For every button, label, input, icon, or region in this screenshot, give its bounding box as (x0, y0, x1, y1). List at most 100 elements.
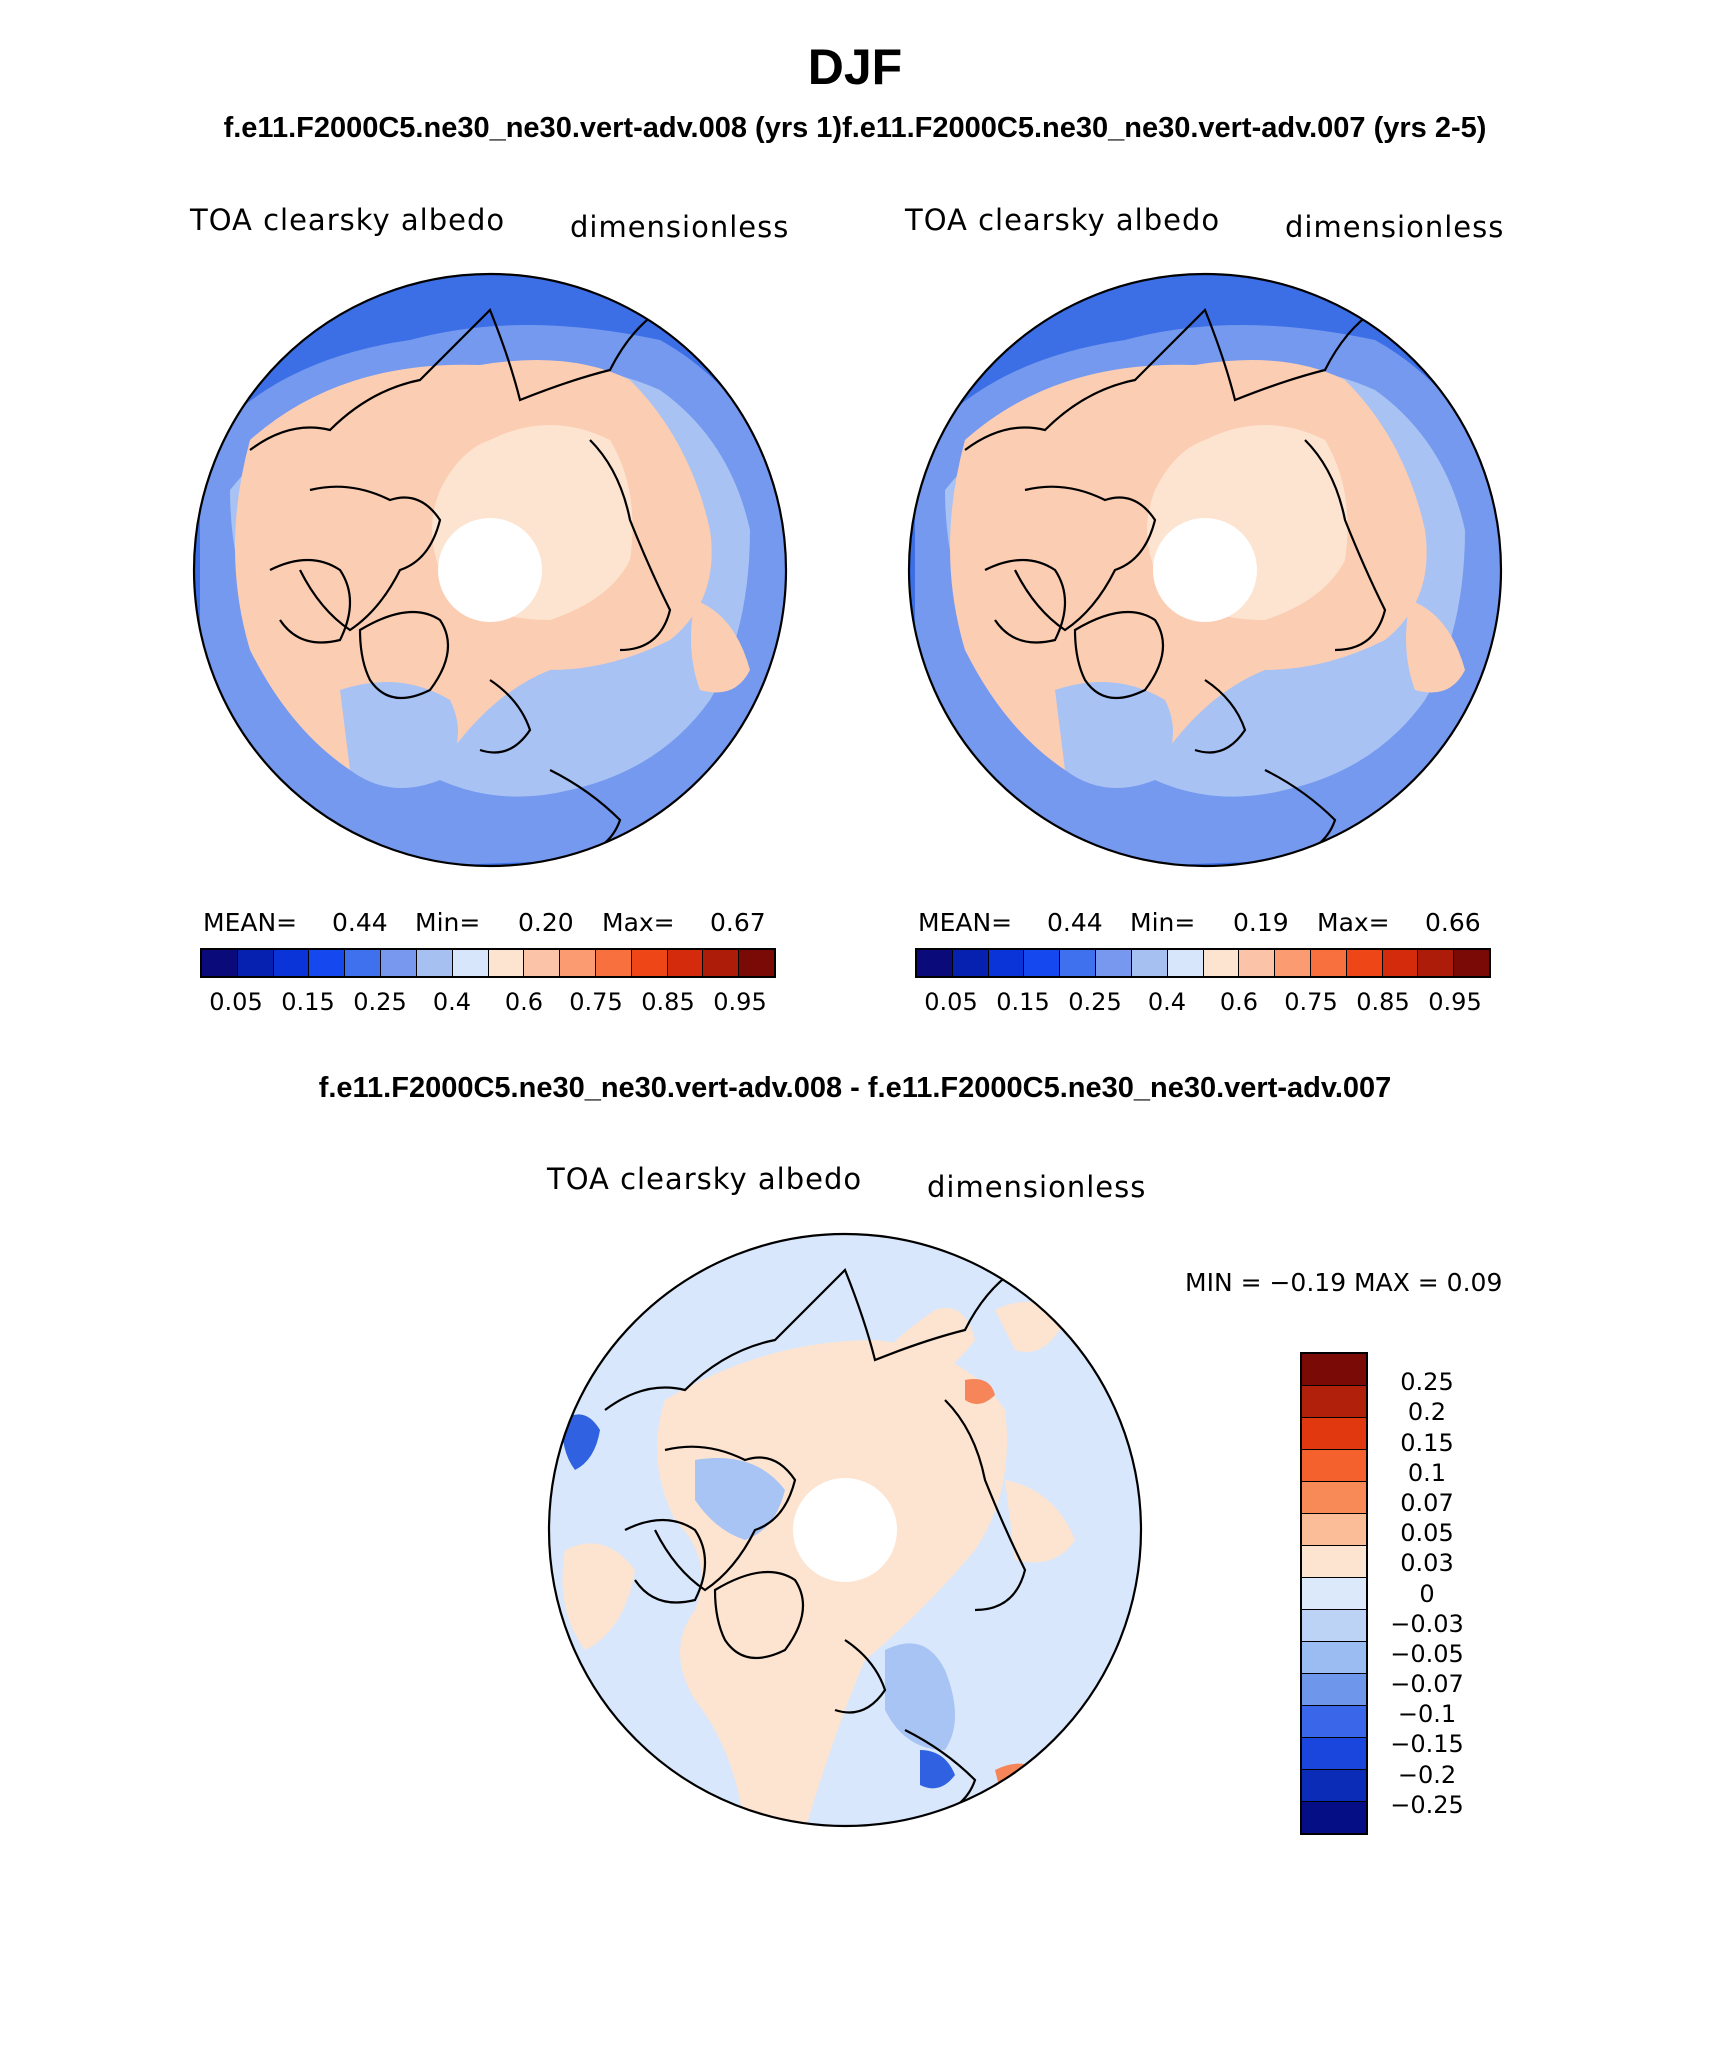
page-title: DJF (807, 39, 903, 95)
colorbar-swatch (702, 950, 739, 976)
map-region-c-land (691, 600, 750, 693)
panel1-colorbar (200, 948, 776, 978)
panel1-polar-map (192, 272, 788, 868)
panel2-variable-label: TOA clearsky albedo (905, 203, 1221, 237)
colorbar-swatch (1381, 950, 1418, 976)
diff-colorbar-swatch (1302, 1513, 1366, 1545)
diff-colorbar-swatch (1302, 1705, 1366, 1737)
diff-colorbar-tick-label: 0.1 (1407, 1458, 1447, 1487)
diff-colorbar-swatch (1302, 1385, 1366, 1417)
diff-colorbar-tick-label: −0.05 (1390, 1639, 1464, 1668)
colorbar-swatch (380, 950, 416, 976)
colorbar-swatch (1274, 950, 1310, 976)
diff-units-label: dimensionless (927, 1170, 1147, 1204)
colorbar-swatch (1417, 950, 1454, 976)
colorbar-swatch (1059, 950, 1096, 976)
colorbar-swatch (630, 950, 667, 976)
colorbar-swatch (1238, 950, 1275, 976)
panel2-colorbar (915, 948, 1491, 978)
panel1-mean-label: MEAN= (203, 908, 298, 937)
map-region-d-neg (695, 1458, 785, 1540)
diff-colorbar-swatch (1302, 1545, 1366, 1577)
diff-colorbar-swatch (1302, 1801, 1366, 1833)
map-region-d-strong-neg (920, 1750, 955, 1789)
colorbar-swatch (1309, 950, 1346, 976)
colorbar-swatch (202, 950, 237, 976)
map-region-d-strong-pos (965, 1379, 995, 1404)
colorbar-swatch (917, 950, 952, 976)
colorbar-tick-label: 0.15 (281, 988, 335, 1016)
map-region-c-ocean-light (340, 682, 458, 788)
map-region-c-land (1406, 600, 1465, 693)
colorbar-swatch (451, 950, 488, 976)
map-region-d-pos (562, 1543, 635, 1650)
diff-colorbar-swatch (1302, 1481, 1366, 1513)
diff-colorbar-swatch (1302, 1449, 1366, 1481)
panel1-max-label: Max= (602, 908, 675, 937)
colorbar-tick-label: 0.25 (1068, 988, 1122, 1016)
colorbar-tick-label: 0.25 (353, 988, 407, 1016)
diff-colorbar-tick-label: 0.05 (1400, 1519, 1454, 1548)
colorbar-tick-label: 0.6 (1219, 988, 1259, 1016)
colorbar-tick-label: 0.75 (1284, 988, 1338, 1016)
colorbar-swatch (236, 950, 273, 976)
map-region-d-pos (875, 1308, 975, 1390)
colorbar-swatch (308, 950, 345, 976)
colorbar-swatch (1345, 950, 1382, 976)
panel2-units-label: dimensionless (1285, 210, 1505, 244)
colorbar-swatch (559, 950, 595, 976)
colorbar-swatch (415, 950, 452, 976)
colorbar-tick-label: 0.85 (641, 988, 695, 1016)
panel2-max-value: 0.66 (1425, 908, 1481, 937)
diff-colorbar-swatch (1302, 1609, 1366, 1641)
panel1-mean-value: 0.44 (332, 908, 388, 937)
colorbar-swatch (1095, 950, 1131, 976)
panel2-polar-map (907, 272, 1503, 868)
map-region-d-strong-neg (562, 1414, 600, 1470)
colorbar-swatch (487, 950, 524, 976)
panel2-mean-value: 0.44 (1047, 908, 1103, 937)
panel2-max-label: Max= (1317, 908, 1390, 937)
colorbar-swatch (1202, 950, 1239, 976)
diff-colorbar-swatch (1302, 1577, 1366, 1609)
map-region-c-pole (1153, 518, 1257, 622)
colorbar-tick-label: 0.6 (504, 988, 544, 1016)
colorbar-swatch (987, 950, 1024, 976)
colorbar-swatch (1166, 950, 1203, 976)
colorbar-swatch (594, 950, 631, 976)
map-region-d-neg (885, 1643, 955, 1750)
diff-colorbar-tick-label: 0.25 (1400, 1368, 1454, 1397)
diff-colorbar-tick-label: −0.2 (1397, 1760, 1457, 1789)
diff-colorbar-swatch (1302, 1354, 1366, 1385)
diff-colorbar-tick-label: −0.03 (1390, 1609, 1464, 1638)
diff-colorbar-tick-label: −0.1 (1397, 1700, 1457, 1729)
diff-min-max-stats: MIN = −0.19 MAX = 0.09 (1185, 1268, 1503, 1297)
colorbar-swatch (523, 950, 560, 976)
colorbar-swatch (344, 950, 381, 976)
panel1-units-label: dimensionless (570, 210, 790, 244)
map-region-c-ocean-light (1055, 682, 1173, 788)
colorbar-swatch (1023, 950, 1060, 976)
panel1-max-value: 0.67 (710, 908, 766, 937)
diff-colorbar-tick-label: −0.07 (1390, 1670, 1464, 1699)
colorbar-swatch (1453, 950, 1489, 976)
panel2-colorbar-ticks: 0.05 0.15 0.25 0.4 0.6 0.75 0.85 0.95 (915, 988, 1491, 1018)
colorbar-tick-label: 0.05 (924, 988, 978, 1016)
diff-colorbar-swatch (1302, 1673, 1366, 1705)
colorbar-swatch (272, 950, 309, 976)
diff-variable-label: TOA clearsky albedo (547, 1162, 863, 1196)
colorbar-tick-label: 0.4 (1147, 988, 1187, 1016)
difference-colorbar (1300, 1352, 1368, 1835)
diff-colorbar-swatch (1302, 1737, 1366, 1769)
diff-colorbar-swatch (1302, 1417, 1366, 1449)
map-region-c-pole (793, 1478, 897, 1582)
panel2-min-label: Min= (1130, 908, 1196, 937)
map-region-d-pos (1005, 1480, 1075, 1563)
colorbar-tick-label: 0.4 (432, 988, 472, 1016)
diff-colorbar-tick-label: −0.25 (1390, 1790, 1464, 1819)
diff-colorbar-swatch (1302, 1769, 1366, 1801)
difference-title: f.e11.F2000C5.ne30_ne30.vert-adv.008 - f… (318, 1072, 1392, 1104)
colorbar-tick-label: 0.95 (713, 988, 767, 1016)
colorbar-swatch (666, 950, 703, 976)
panel2-min-value: 0.19 (1233, 908, 1289, 937)
